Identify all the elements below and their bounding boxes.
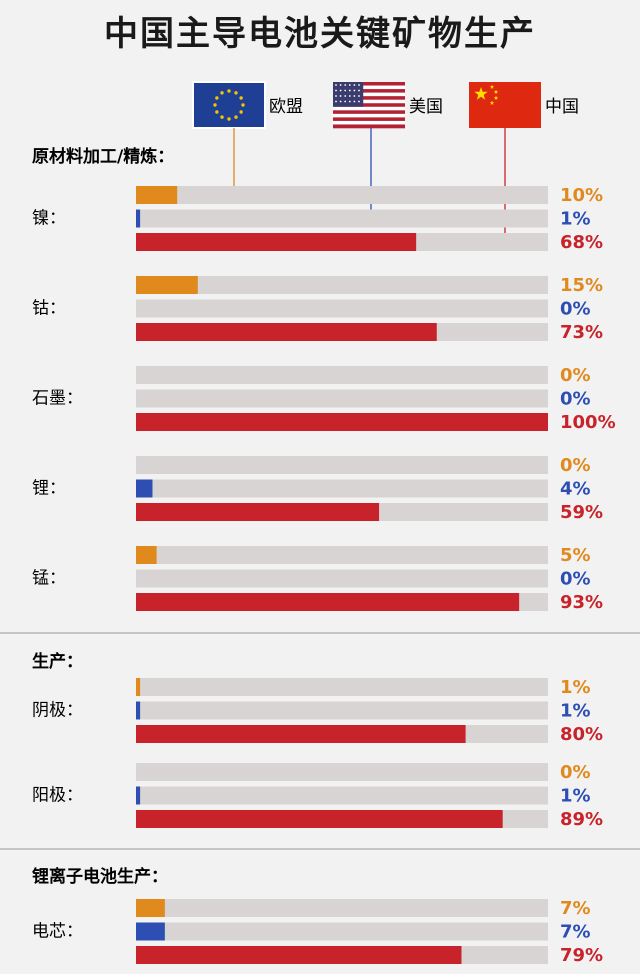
- bar-eu: [136, 546, 157, 564]
- bar-track: [136, 546, 548, 564]
- bar-track: [136, 569, 548, 588]
- bar-eu: [136, 186, 178, 204]
- value-label-cn: 79%: [560, 945, 603, 966]
- bar-cn: [136, 233, 417, 251]
- value-label-cn: 73%: [560, 322, 603, 343]
- value-label-cn: 80%: [560, 724, 603, 745]
- row-label: 阴极：: [32, 701, 83, 721]
- bar-cn: [136, 946, 462, 964]
- value-label-cn: 100%: [560, 412, 616, 433]
- section-title: 原材料加工/精炼：: [32, 146, 174, 167]
- bar-track: [136, 276, 548, 294]
- section-title: 锂离子电池生产：: [32, 866, 168, 887]
- bar-eu: [136, 276, 198, 294]
- row-label: 钴：: [32, 299, 66, 319]
- bar-track: [136, 786, 548, 805]
- chart-title: 中国主导电池关键矿物生产: [104, 14, 536, 54]
- bar-eu: [136, 678, 141, 696]
- bar-track: [136, 479, 548, 498]
- bar-track: [136, 922, 548, 941]
- value-label-eu: 7%: [560, 898, 591, 919]
- legend-leader-eu: [177, 128, 235, 196]
- value-label-us: 0%: [560, 569, 591, 590]
- bar-track: [136, 899, 548, 917]
- us-flag: [333, 82, 405, 129]
- legend: 欧盟 美国 中国: [140, 81, 579, 243]
- legend-label-cn: 中国: [545, 97, 579, 117]
- row-label: 锰：: [32, 569, 66, 589]
- value-label-eu: 1%: [560, 677, 591, 698]
- bar-cn: [136, 413, 548, 431]
- china-flag: [469, 82, 541, 128]
- bar-us: [136, 922, 165, 941]
- row-label: 镍：: [32, 209, 66, 229]
- bar-track: [136, 209, 548, 228]
- value-label-us: 1%: [560, 786, 591, 807]
- bar-track: [136, 299, 548, 318]
- row-label: 锂：: [32, 479, 66, 499]
- bar-track: [136, 389, 548, 408]
- value-label-cn: 68%: [560, 232, 603, 253]
- row-label: 石墨：: [32, 389, 83, 409]
- eu-flag: [192, 81, 266, 129]
- legend-label-eu: 欧盟: [269, 97, 303, 117]
- bar-us: [136, 786, 141, 805]
- value-label-eu: 0%: [560, 455, 591, 476]
- bar-cn: [136, 810, 503, 828]
- bar-cn: [136, 593, 520, 611]
- bar-track: [136, 186, 548, 204]
- bar-eu: [136, 899, 165, 917]
- bar-track: [136, 763, 548, 781]
- value-label-eu: 0%: [560, 365, 591, 386]
- row-label: 电芯：: [32, 922, 83, 942]
- legend-label-us: 美国: [409, 97, 443, 117]
- bar-cn: [136, 323, 437, 341]
- value-label-us: 0%: [560, 299, 591, 320]
- value-label-cn: 89%: [560, 809, 603, 830]
- value-label-us: 1%: [560, 209, 591, 230]
- value-label-cn: 93%: [560, 592, 603, 613]
- value-label-us: 7%: [560, 922, 591, 943]
- bar-track: [136, 678, 548, 696]
- value-label-us: 1%: [560, 701, 591, 722]
- value-label-us: 4%: [560, 479, 591, 500]
- bar-cn: [136, 503, 380, 521]
- value-label-us: 0%: [560, 389, 591, 410]
- bar-track: [136, 701, 548, 720]
- bar-cn: [136, 725, 466, 743]
- value-label-eu: 15%: [560, 275, 603, 296]
- legend-leader-us: [140, 128, 372, 220]
- bar-us: [136, 479, 153, 498]
- bar-us: [136, 209, 141, 228]
- chart-body: 原材料加工/精炼：镍：10%1%68%钴：15%0%73%石墨：0%0%100%…: [0, 146, 640, 966]
- row-label: 阳极：: [32, 786, 83, 806]
- bar-track: [136, 456, 548, 474]
- section-title: 生产：: [32, 651, 83, 672]
- bar-us: [136, 701, 141, 720]
- value-label-eu: 0%: [560, 762, 591, 783]
- bar-track: [136, 366, 548, 384]
- value-label-cn: 59%: [560, 502, 603, 523]
- value-label-eu: 5%: [560, 545, 591, 566]
- value-label-eu: 10%: [560, 185, 603, 206]
